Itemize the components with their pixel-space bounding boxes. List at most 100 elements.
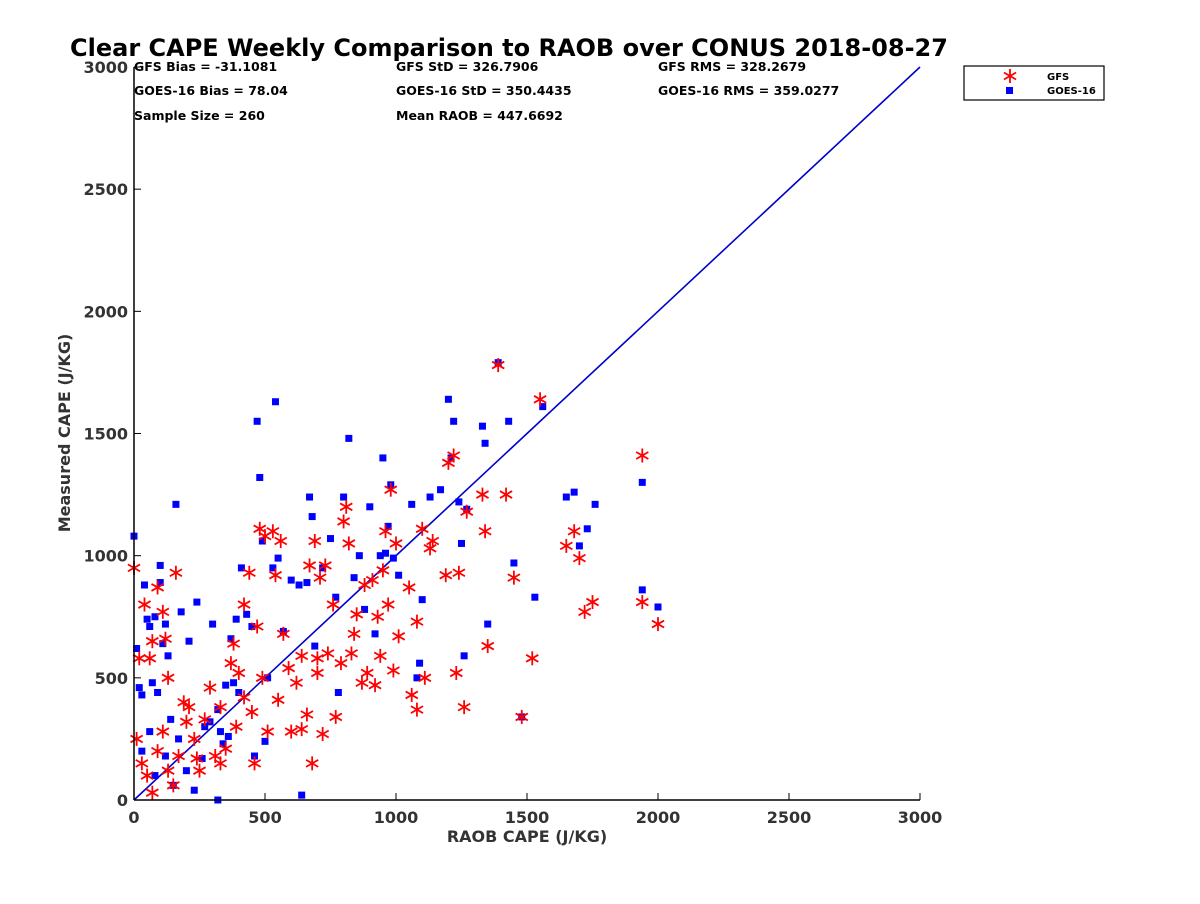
gfs-marker-stroke	[242, 568, 256, 578]
goes16-point	[161, 620, 169, 628]
gfs-point	[491, 358, 505, 373]
gfs-point	[355, 675, 369, 690]
gfs-marker-stroke	[303, 561, 317, 570]
gfs-marker-stroke	[460, 507, 474, 516]
gfs-point	[337, 514, 351, 529]
gfs-point	[405, 687, 419, 702]
goes16-point	[146, 728, 154, 736]
gfs-point	[198, 712, 212, 727]
gfs-point	[318, 558, 332, 573]
gfs-point	[410, 702, 424, 717]
goes16-point	[654, 603, 662, 611]
gfs-marker-stroke	[192, 766, 207, 775]
goes16-point	[334, 688, 342, 696]
y-tick-label: 0	[117, 791, 128, 810]
goes16-point	[148, 679, 156, 687]
gfs-point	[156, 724, 170, 739]
gfs-point	[135, 756, 149, 771]
goes16-point	[269, 564, 277, 572]
gfs-marker-stroke	[441, 458, 455, 468]
goes16-point	[460, 652, 468, 660]
y-tick-label: 3000	[83, 58, 128, 77]
gfs-point	[305, 756, 319, 771]
gfs-point	[132, 651, 146, 666]
gfs-point	[219, 741, 233, 756]
gfs-point	[295, 722, 309, 737]
gfs-marker-stroke	[271, 695, 285, 705]
goes16-point	[256, 473, 264, 481]
gfs-marker-stroke	[229, 722, 243, 731]
goes16-point	[198, 754, 206, 762]
gfs-point	[237, 690, 251, 705]
gfs-marker-stroke	[321, 649, 335, 658]
gfs-point	[137, 597, 152, 612]
goes16-point	[140, 581, 148, 589]
goes16-point	[271, 398, 279, 406]
gfs-point	[261, 724, 275, 739]
gfs-point	[274, 534, 288, 549]
goes16-point	[237, 564, 245, 572]
gfs-point	[525, 651, 539, 666]
gfs-marker-stroke	[515, 712, 529, 722]
gfs-point	[572, 551, 586, 566]
plot-area	[127, 66, 921, 804]
gfs-point	[415, 521, 429, 536]
goes16-point	[437, 486, 445, 494]
gfs-marker-stroke	[381, 600, 395, 609]
gfs-marker-stroke	[135, 759, 149, 768]
gfs-marker-stroke	[213, 759, 227, 768]
gfs-marker-stroke	[182, 702, 196, 712]
goes16-point	[138, 747, 146, 755]
x-tick-label: 500	[248, 808, 281, 827]
gfs-marker-stroke	[585, 597, 600, 607]
gfs-marker-stroke	[373, 651, 387, 661]
gfs-marker-stroke	[402, 583, 416, 592]
gfs-point	[515, 709, 529, 724]
gfs-point	[475, 487, 489, 502]
goes16-point	[308, 513, 316, 521]
goes16-point	[151, 613, 159, 621]
x-tick-label: 2000	[636, 808, 681, 827]
goes16-point	[332, 593, 340, 601]
gfs-point	[339, 499, 353, 514]
gfs-marker-stroke	[344, 649, 358, 658]
gfs-marker-stroke	[457, 702, 471, 712]
goes16-point	[295, 581, 303, 589]
goes16-point	[531, 593, 539, 601]
goes16-point	[133, 645, 141, 653]
gfs-point	[418, 670, 432, 685]
gfs-point	[145, 634, 159, 649]
gfs-marker-stroke	[491, 360, 505, 370]
goes16-point	[591, 500, 599, 508]
x-axis-label: RAOB CAPE (J/KG)	[447, 827, 607, 846]
legend-gfs-label: GFS	[1047, 72, 1069, 83]
gfs-point	[187, 731, 201, 746]
gfs-marker-stroke	[337, 517, 351, 526]
gfs-marker-stroke	[289, 678, 303, 688]
goes16-point	[261, 737, 269, 745]
gfs-point	[567, 524, 581, 539]
one-to-one-line	[133, 66, 921, 801]
goes16-point	[135, 684, 143, 692]
legend-goes16-label: GOES-16	[1047, 86, 1096, 97]
gfs-point	[329, 709, 343, 724]
axes: 0 500 1000 1500 2000 2500 3000 0 500 1000 1500 2000…	[83, 58, 942, 827]
legend-box	[963, 65, 1105, 101]
goes16-point	[416, 659, 424, 667]
y-tick-label: 1500	[83, 425, 128, 444]
gfs-marker-stroke	[130, 734, 144, 744]
gfs-marker-stroke	[308, 536, 322, 546]
goes16-point	[159, 640, 167, 648]
gfs-marker-stroke	[339, 502, 353, 512]
gfs-point	[342, 536, 356, 551]
gfs-point	[378, 524, 393, 539]
legend: GFS GOES-16	[963, 65, 1105, 101]
gfs-point	[478, 524, 492, 539]
gfs-point	[439, 568, 453, 583]
gfs-point	[237, 597, 251, 612]
gfs-marker-stroke	[161, 673, 175, 683]
goes16-point	[484, 620, 492, 628]
gfs-marker-stroke	[268, 570, 283, 580]
goes16-point	[253, 417, 261, 425]
